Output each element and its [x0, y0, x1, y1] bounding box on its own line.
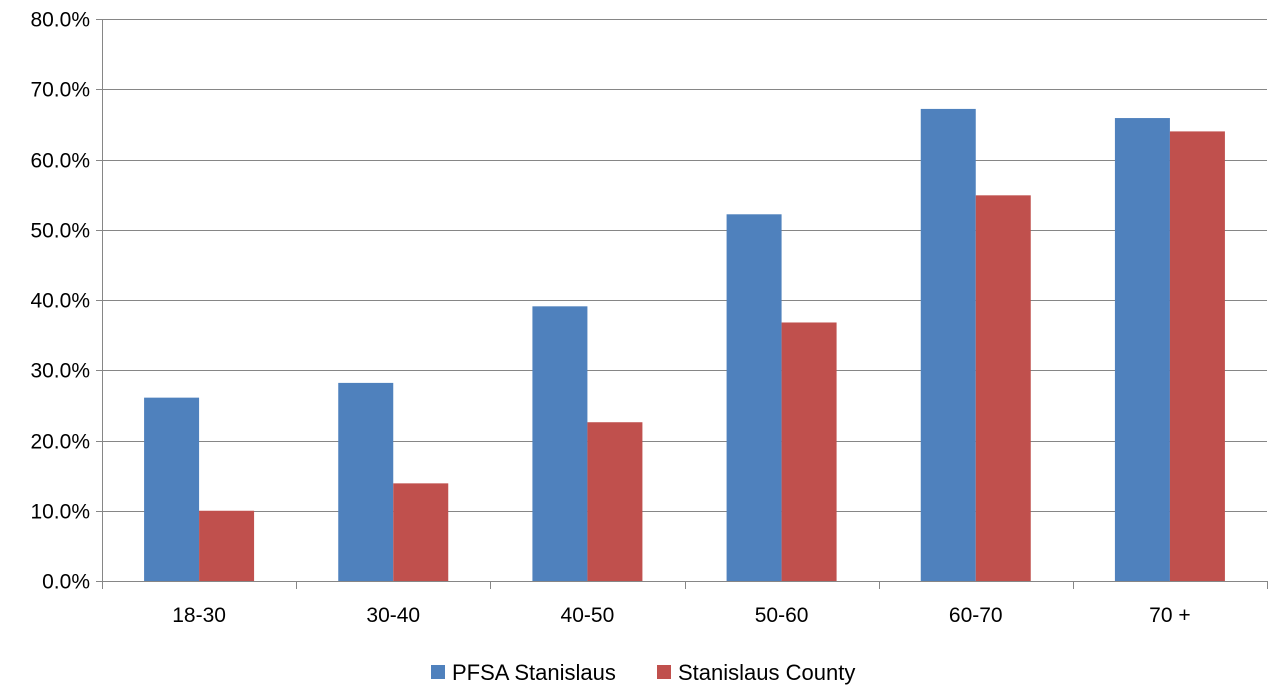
bar-pfsa-stanislaus-1 — [338, 382, 394, 581]
bar-pfsa-stanislaus-0 — [144, 397, 200, 581]
bar-stanislaus-county-4 — [975, 195, 1031, 581]
y-tick-label: 80.0% — [30, 9, 90, 32]
x-tick-label: 40-50 — [561, 604, 615, 627]
y-tick-label: 30.0% — [30, 360, 90, 383]
bar-pfsa-stanislaus-4 — [920, 108, 976, 582]
x-tick-label: 70 + — [1149, 604, 1190, 627]
x-axis-tick-labels: 18-30 30-40 40-50 50-60 60-70 70 + — [172, 604, 1190, 627]
bars — [144, 108, 1225, 582]
y-axis-tick-labels: 0.0% 10.0% 20.0% 30.0% 40.0% 50.0% 60.0% 70.0% 8… — [30, 9, 90, 594]
y-tick-label: 50.0% — [30, 220, 90, 243]
legend-swatch — [657, 665, 671, 679]
y-tick-label: 0.0% — [42, 571, 90, 594]
y-tick-label: 10.0% — [30, 501, 90, 524]
legend-swatch — [431, 665, 445, 679]
legend-label: PFSA Stanislaus — [452, 660, 616, 685]
bar-stanislaus-county-3 — [781, 322, 837, 581]
bar-stanislaus-county-5 — [1169, 131, 1225, 581]
legend-label: Stanislaus County — [678, 660, 855, 685]
bar-pfsa-stanislaus-2 — [532, 306, 588, 581]
axes — [96, 19, 1268, 589]
x-tick-label: 50-60 — [755, 604, 809, 627]
bar-stanislaus-county-2 — [587, 422, 643, 581]
y-tick-label: 60.0% — [30, 150, 90, 173]
y-tick-label: 70.0% — [30, 79, 90, 102]
x-tick-label: 60-70 — [949, 604, 1003, 627]
y-tick-label: 20.0% — [30, 431, 90, 454]
x-tick-label: 30-40 — [366, 604, 420, 627]
bar-pfsa-stanislaus-3 — [726, 214, 782, 582]
bar-stanislaus-county-1 — [393, 483, 449, 581]
y-tick-label: 40.0% — [30, 290, 90, 313]
x-tick-label: 18-30 — [172, 604, 226, 627]
gridlines — [102, 19, 1267, 512]
bar-pfsa-stanislaus-5 — [1114, 118, 1170, 582]
legend: PFSA Stanislaus Stanislaus County — [431, 660, 855, 685]
bar-stanislaus-county-0 — [199, 510, 255, 581]
